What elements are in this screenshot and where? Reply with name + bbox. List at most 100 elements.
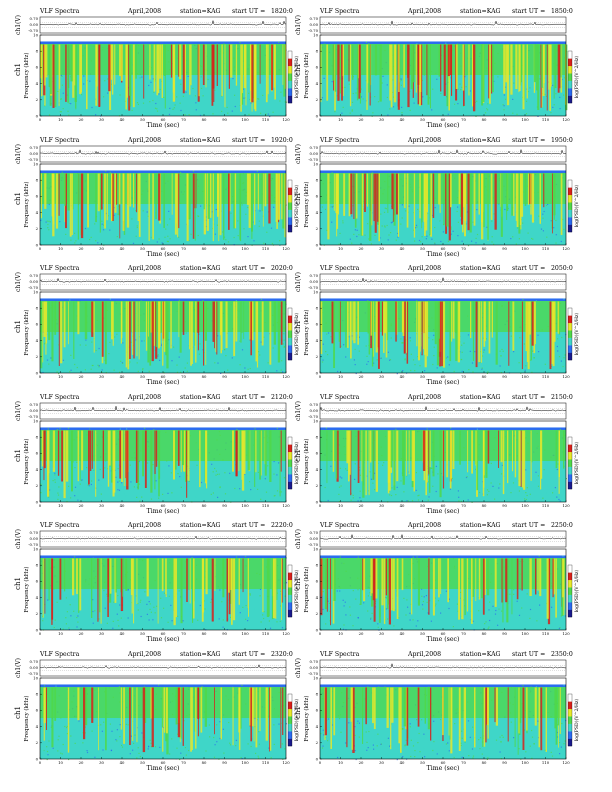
spectrogram-image [40, 35, 287, 118]
spectrogram-speckle [383, 211, 386, 213]
x-tick-label: 80 [482, 117, 487, 122]
spectrogram-speckle [192, 170, 195, 172]
spectrogram-speckle [547, 107, 549, 109]
spectrogram-speckle [116, 236, 118, 238]
spectrogram-streak [445, 173, 447, 234]
spectrogram-speckle [377, 102, 379, 104]
spectrogram-speckle [112, 627, 114, 629]
spectrogram-streak [557, 44, 560, 93]
x-tick-label: 0 [39, 246, 42, 251]
spectrogram-streak [365, 430, 367, 496]
spectrogram-streak [261, 301, 264, 346]
spectrogram-speckle [518, 494, 520, 497]
spectrogram-streak [214, 301, 215, 349]
spectrogram-speckle [367, 487, 369, 489]
spectrogram-speckle [461, 351, 463, 353]
spectrogram-speckle [216, 498, 218, 500]
spectrogram-speckle [338, 100, 340, 103]
spectrogram-speckle [137, 747, 139, 749]
spectrogram-speckle [232, 684, 234, 687]
spectrogram-panel: VLF Spectra April,2008 station=KAG start UT… [14, 522, 300, 643]
spectrogram-speckle [260, 298, 263, 301]
spectrogram-streak [123, 430, 125, 486]
spectrogram-speckle [543, 469, 545, 471]
spectrogram-speckle [401, 112, 403, 114]
colorbar-segment [288, 308, 292, 316]
waveform-tick-label: 0.70 [310, 145, 319, 150]
spectrogram-streak [179, 301, 182, 353]
x-tick-label: 10 [58, 631, 63, 636]
spectrogram-streak [242, 44, 243, 94]
spectrogram-speckle [106, 593, 108, 595]
spectrogram-speckle [170, 604, 172, 606]
spectrogram-speckle [437, 600, 440, 602]
spectrogram-speckle [364, 234, 366, 236]
spectrogram-speckle [118, 625, 120, 627]
spectrogram-speckle [433, 334, 435, 336]
y-tick-label: 10 [313, 161, 318, 166]
spectrogram-speckle [420, 241, 422, 243]
spectrogram-speckle [66, 620, 68, 622]
spectrogram-speckle [117, 489, 119, 491]
spectrogram-speckle [117, 220, 120, 222]
spectrogram-speckle [537, 334, 539, 336]
spectrogram-speckle [440, 240, 442, 243]
spectrogram-streak [51, 558, 54, 620]
spectrogram-panel: VLF Spectra April,2008 station=KAG start UT… [294, 137, 580, 258]
spectrogram-streak [518, 430, 521, 487]
x-tick-label: 30 [379, 117, 384, 122]
spectrogram-speckle [445, 357, 447, 359]
spectrogram-speckle [218, 473, 220, 475]
spectrogram-speckle [88, 485, 90, 487]
spectrogram-speckle [162, 493, 164, 495]
spectrogram-streak [426, 173, 428, 221]
spectrogram-streak [337, 44, 340, 101]
spectrogram-speckle [359, 490, 361, 492]
spectrogram-speckle [120, 360, 122, 362]
x-tick-label: 110 [262, 117, 270, 122]
x-tick-label: 30 [379, 631, 384, 636]
spectrogram-streak [478, 301, 481, 363]
spectrogram-streak [180, 430, 182, 473]
channel-label: ch1 [294, 320, 302, 333]
y-tick-label: 2 [316, 354, 319, 359]
x-tick-label: 80 [202, 246, 207, 251]
spectrogram-streak [377, 173, 379, 222]
spectrogram-speckle [467, 245, 470, 247]
spectrogram-speckle [220, 372, 222, 374]
spectrogram-streak [458, 558, 460, 620]
x-tick-label: 10 [338, 631, 343, 636]
spectrogram-speckle [338, 493, 340, 495]
spectrogram-speckle [61, 84, 63, 86]
spectrogram-speckle [504, 98, 507, 100]
spectrogram-speckle [121, 482, 123, 484]
x-tick-label: 10 [58, 246, 63, 251]
spectrogram-streak [372, 430, 375, 480]
spectrogram-speckle [233, 236, 235, 239]
spectrogram-speckle [273, 733, 275, 735]
spectrogram-speckle [187, 75, 189, 77]
x-tick-label: 120 [562, 631, 570, 636]
spectrogram-streak [383, 558, 386, 624]
spectrogram-speckle [229, 471, 231, 474]
spectrogram-speckle [350, 499, 352, 501]
spectrogram-streak [375, 301, 378, 353]
spectrogram-speckle [164, 236, 166, 238]
spectrogram-streak [348, 430, 350, 482]
spectrogram-speckle [131, 206, 133, 208]
x-tick-label: 30 [99, 246, 104, 251]
spectrogram-speckle [116, 333, 118, 335]
spectrogram-speckle [550, 112, 552, 114]
spectrogram-speckle [248, 113, 250, 115]
waveform-trace [319, 148, 567, 155]
spectrogram-speckle [537, 115, 539, 117]
spectrogram-speckle [529, 359, 531, 361]
spectrogram-speckle [392, 79, 394, 81]
spectrogram-speckle [471, 362, 474, 364]
panel-start-ut: 2050:0 [551, 265, 573, 272]
spectrogram-speckle [117, 468, 119, 470]
spectrogram-speckle [76, 366, 78, 369]
x-tick-label: 90 [502, 503, 507, 508]
spectrogram-speckle [561, 495, 563, 498]
spectrogram-streak [247, 558, 249, 609]
